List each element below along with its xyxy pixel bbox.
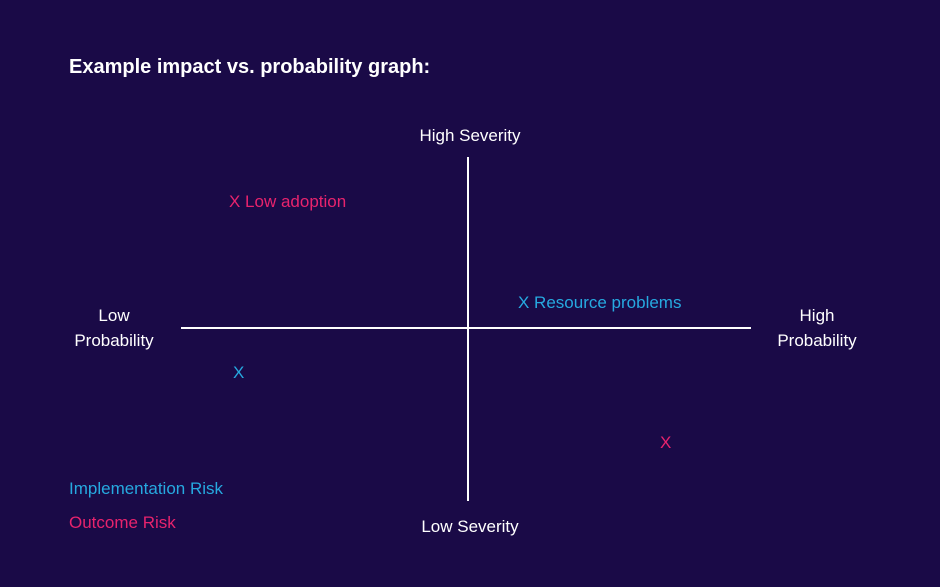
severity-axis bbox=[467, 157, 469, 501]
axis-label-low-severity: Low Severity bbox=[421, 517, 519, 536]
axis-label-low-probability-line2: Probability bbox=[74, 331, 154, 350]
axis-label-high-probability: High Probability bbox=[767, 303, 867, 353]
axis-label-high-severity: High Severity bbox=[419, 126, 521, 145]
slide-title: Example impact vs. probability graph: bbox=[69, 56, 431, 78]
legend-outcome-risk: Outcome Risk bbox=[69, 513, 176, 532]
probability-axis bbox=[181, 327, 751, 329]
axis-label-high-probability-line2: Probability bbox=[777, 331, 857, 350]
risk-marker-outcome-unlabeled: X bbox=[660, 433, 672, 452]
axis-label-low-probability-line1: Low bbox=[98, 306, 130, 325]
risk-marker-implementation-unlabeled: X bbox=[233, 363, 245, 382]
axis-label-high-probability-line1: High bbox=[799, 306, 835, 325]
risk-marker-resource-problems: X Resource problems bbox=[518, 293, 682, 312]
legend-implementation-risk: Implementation Risk bbox=[69, 479, 224, 498]
risk-marker-low-adoption: X Low adoption bbox=[229, 192, 347, 211]
axis-label-low-probability: Low Probability bbox=[64, 303, 164, 353]
